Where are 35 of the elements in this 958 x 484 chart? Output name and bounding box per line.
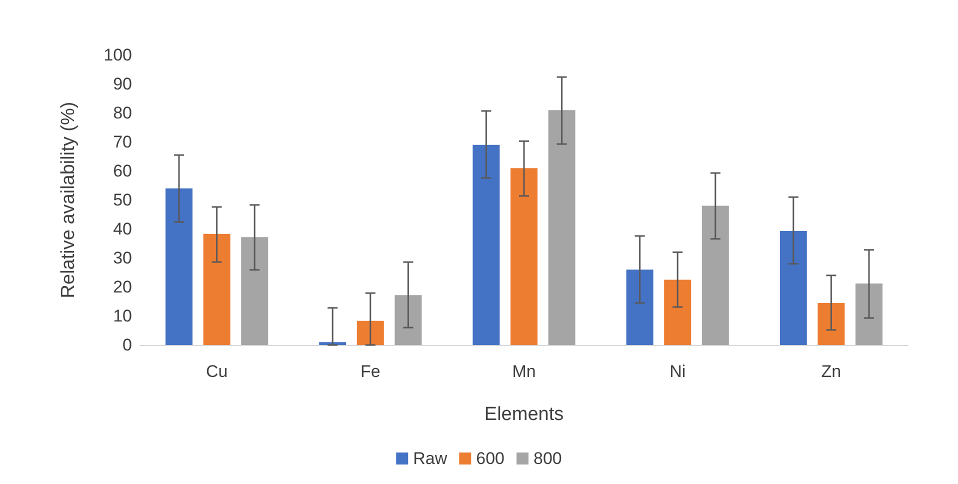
bar	[472, 144, 500, 345]
bar	[856, 284, 882, 345]
bar	[203, 234, 230, 345]
x-tick-label: Zn	[821, 362, 842, 381]
legend-label: Raw	[413, 449, 448, 468]
x-tick-label: Cu	[206, 362, 228, 381]
x-tick-label: Ni	[670, 362, 686, 381]
bar	[626, 270, 654, 345]
legend-label: 800	[534, 449, 562, 468]
x-axis-title: Elements	[484, 404, 564, 425]
bar	[818, 302, 845, 345]
y-tick-label: 50	[113, 190, 132, 210]
y-tick-label: 20	[113, 278, 132, 296]
bar	[702, 206, 729, 345]
bar	[394, 295, 422, 345]
y-tick-label: 30	[113, 248, 132, 268]
y-tick-label: 60	[113, 162, 132, 180]
bar	[241, 237, 268, 345]
bar	[356, 320, 384, 345]
y-tick-label: 0	[122, 336, 132, 354]
y-axis-title: Relative availability (%)	[58, 102, 79, 298]
y-tick-label: 10	[113, 306, 132, 326]
bar	[780, 231, 807, 345]
bar	[664, 280, 692, 345]
y-tick-label: 40	[113, 220, 132, 238]
y-tick-label: 90	[113, 74, 132, 94]
bar	[510, 168, 538, 345]
y-tick-label: 80	[113, 104, 132, 122]
y-tick-label: 70	[113, 132, 132, 152]
y-tick-label: 100	[104, 46, 132, 64]
x-tick-label: Mn	[512, 362, 536, 381]
bar	[548, 110, 576, 345]
x-tick-label: Fe	[360, 362, 380, 381]
bar	[166, 188, 192, 345]
legend-label: 600	[476, 449, 505, 468]
